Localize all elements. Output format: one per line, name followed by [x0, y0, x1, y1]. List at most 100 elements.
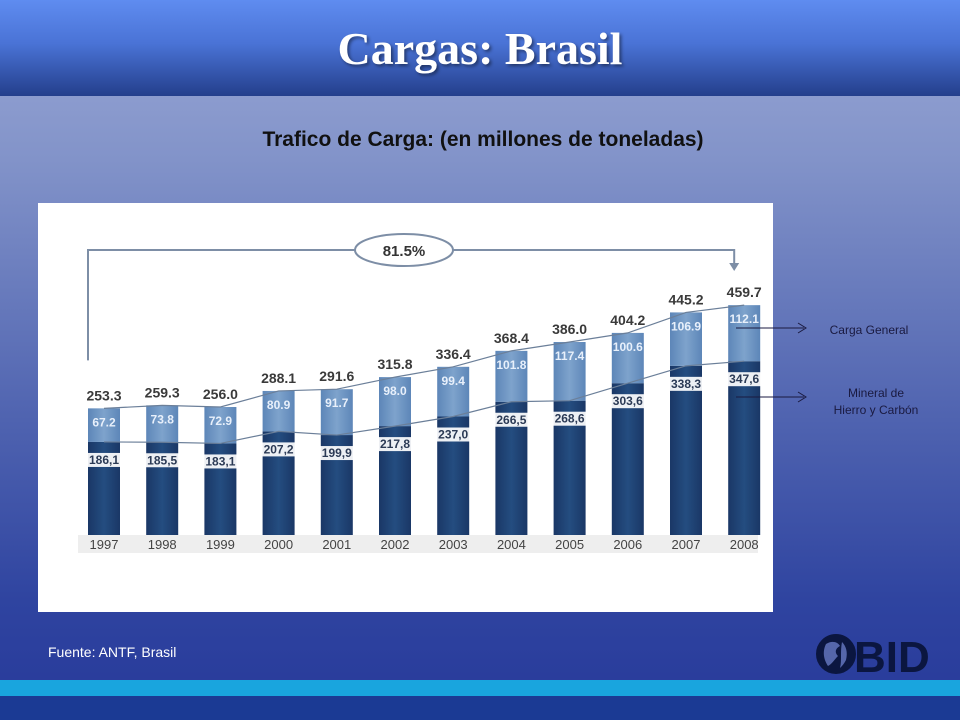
total-label-band [84, 388, 124, 404]
data-label-total: 386.0 [552, 321, 587, 337]
data-label-total: 368.4 [494, 330, 529, 346]
bar-carga-general [553, 342, 586, 401]
data-label-total: 459.7 [727, 284, 762, 300]
data-label-carga-general: 80.9 [267, 398, 291, 412]
mineral-label-band [435, 427, 472, 442]
x-tick-label: 2007 [672, 537, 701, 552]
data-label-mineral: 347,6 [729, 372, 759, 386]
data-label-total: 288.1 [261, 370, 296, 386]
data-label-mineral: 303,6 [613, 394, 643, 408]
data-label-total: 259.3 [145, 384, 180, 400]
data-label-total: 253.3 [86, 387, 121, 403]
total-label-band [258, 370, 299, 386]
data-label-mineral: 186,1 [89, 453, 119, 467]
data-label-carga-general: 99.4 [442, 374, 466, 388]
arrow-down-icon [729, 263, 740, 271]
data-label-mineral: 183,1 [205, 454, 235, 468]
data-label-carga-general: 106.9 [671, 319, 701, 333]
data-label-carga-general: 72.9 [209, 414, 233, 428]
mineral-label-band [493, 412, 530, 427]
data-label-carga-general: 112.1 [730, 312, 760, 326]
data-label-carga-general: 91.7 [325, 396, 349, 410]
x-axis-band [78, 535, 758, 553]
legend-label-mineral-text: Mineral de Hierro y Carbón [834, 386, 919, 417]
data-label-total: 404.2 [610, 312, 645, 328]
x-tick-label: 2006 [613, 537, 642, 552]
data-label-mineral: 268,6 [555, 412, 585, 426]
header-bar [0, 0, 960, 96]
total-label-band [142, 385, 183, 401]
source-note: Fuente: ANTF, Brasil [48, 644, 177, 660]
bar-carga-general [495, 350, 528, 402]
mineral-trend-line [103, 360, 745, 445]
data-label-carga-general: 101.8 [496, 358, 526, 372]
x-tick-label: 2000 [264, 537, 293, 552]
mineral-label-band [144, 453, 181, 468]
growth-annotation-label: 81.5% [383, 243, 426, 260]
data-label-total: 315.8 [377, 356, 412, 372]
data-label-mineral: 237,0 [438, 428, 468, 442]
data-label-mineral: 266,5 [496, 413, 526, 427]
bar-carga-general [728, 305, 761, 362]
total-trend-line [103, 304, 745, 409]
x-tick-label: 2005 [555, 537, 584, 552]
bar-carga-general [204, 407, 237, 444]
bar-carga-general [437, 366, 470, 417]
data-label-carga-general: 100.6 [613, 340, 643, 354]
bar-mineral [670, 365, 702, 535]
arrow-right-icon [797, 322, 807, 334]
arrow-right-icon [797, 391, 807, 403]
slide-title: Cargas: Brasil [337, 23, 623, 74]
data-label-total: 336.4 [436, 346, 471, 362]
bid-logo: BID [816, 633, 930, 678]
x-tick-label: 1998 [148, 537, 177, 552]
total-label-band [666, 292, 706, 308]
total-label-band [375, 357, 415, 373]
mineral-label-band [377, 437, 413, 452]
x-tick-label: 2003 [439, 537, 468, 552]
x-tick-label: 1999 [206, 537, 235, 552]
growth-annotation-ellipse [354, 233, 454, 267]
x-tick-label: 2008 [730, 537, 759, 552]
total-label-band [724, 285, 765, 301]
legend-label-carga-general: Carga General [829, 323, 909, 337]
data-label-carga-general: 67.2 [92, 415, 116, 429]
mineral-label-band [726, 372, 763, 387]
total-label-band [316, 369, 357, 385]
bar-carga-general [320, 389, 353, 436]
bar-carga-general [670, 312, 702, 366]
footer-stripe-light [0, 680, 960, 696]
data-label-mineral: 217,8 [380, 437, 410, 451]
total-label-band [491, 330, 532, 346]
data-label-mineral: 185,5 [147, 453, 177, 467]
total-label-band [200, 387, 241, 402]
bar-mineral [611, 383, 644, 535]
logo-text: BID [854, 633, 930, 678]
legend-label-mineral: Mineral de Hierro y Carbón [814, 385, 938, 419]
x-tick-label: 2004 [497, 537, 526, 552]
bar-mineral [728, 361, 761, 535]
bar-carga-general [88, 408, 120, 442]
data-label-total: 256.0 [203, 386, 238, 402]
data-label-total: 445.2 [668, 291, 703, 307]
chart-subtitle: Trafico de Carga: (en millones de tonela… [262, 128, 704, 151]
data-label-mineral: 199,9 [322, 446, 352, 460]
bar-carga-general [379, 377, 411, 427]
data-label-total: 291.6 [319, 368, 354, 384]
mineral-label-band [202, 454, 239, 469]
legend-label-line: Mineral de [847, 386, 905, 400]
mineral-label-band [668, 376, 704, 391]
data-label-carga-general: 117.4 [555, 349, 585, 363]
x-tick-label: 2001 [322, 537, 351, 552]
mineral-label-band [551, 411, 588, 426]
mineral-label-band [86, 452, 122, 467]
mineral-label-band [318, 446, 355, 461]
x-tick-label: 1997 [90, 537, 119, 552]
total-label-band [607, 312, 648, 328]
total-label-band [433, 346, 474, 362]
data-label-carga-general: 73.8 [151, 412, 175, 426]
x-tick-label: 2002 [381, 537, 410, 552]
data-label-carga-general: 98.0 [383, 384, 407, 398]
data-label-mineral: 338,3 [671, 377, 701, 391]
data-label-mineral: 207,2 [264, 442, 294, 456]
